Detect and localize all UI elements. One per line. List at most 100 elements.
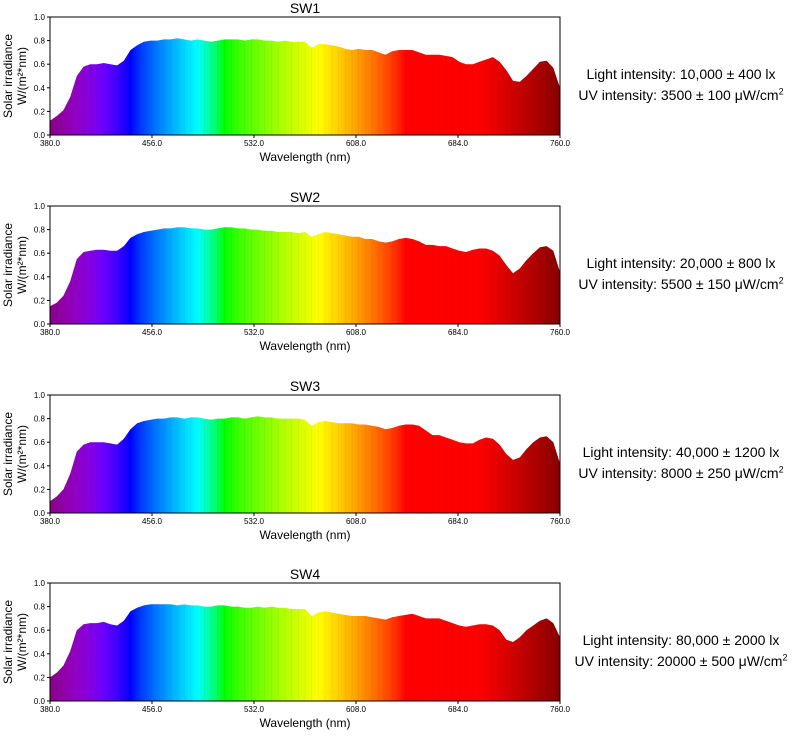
spectrum-area [50, 38, 560, 136]
uv-unit-exponent: 2 [778, 464, 784, 475]
y-tick-label: 0.6 [34, 249, 46, 258]
x-tick-label: 532.0 [244, 328, 265, 337]
y-tick-label: 0.2 [34, 485, 46, 494]
spectrum-area [50, 604, 560, 701]
x-tick-label: 380.0 [40, 517, 61, 526]
y-tick-label: 0.4 [34, 462, 46, 471]
x-tick-label: 684.0 [448, 517, 469, 526]
uv-intensity-text: UV intensity: 5500 ± 150 μW/cm2 [563, 274, 799, 295]
light-intensity-text: Light intensity: 20,000 ± 800 lx [586, 255, 776, 271]
chart-panel-4: SW4 0.0 0.2 0.4 0.6 0.8 1.0 380.0 456.0 532.0 608.… [0, 566, 799, 748]
y-tick-label: 0.0 [34, 697, 46, 706]
x-tick-label: 380.0 [40, 139, 61, 148]
x-tick-label: 532.0 [244, 705, 265, 714]
intensity-annotation: Light intensity: 40,000 ± 1200 lx UV inte… [563, 442, 799, 484]
spectrum-area [50, 416, 560, 513]
x-axis-label: Wavelength (nm) [260, 150, 351, 164]
light-intensity-text: Light intensity: 80,000 ± 2000 lx [582, 632, 780, 648]
y-tick-label: 0.4 [34, 650, 46, 659]
uv-intensity-value: UV intensity: 8000 ± 250 μW/cm [578, 465, 779, 481]
y-tick-label: 0.2 [34, 107, 46, 116]
x-tick-label: 684.0 [448, 705, 469, 714]
spectrum-area [50, 227, 560, 324]
plot-frame [49, 16, 561, 136]
uv-intensity-text: UV intensity: 20000 ± 500 μW/cm2 [563, 651, 799, 672]
x-axis-label: Wavelength (nm) [260, 528, 351, 542]
y-tick-label: 0.4 [34, 84, 46, 93]
y-tick-label: 0.0 [34, 320, 46, 329]
chart-title: SW1 [290, 0, 321, 16]
y-tick-label: 1.0 [34, 13, 46, 22]
intensity-annotation: Light intensity: 80,000 ± 2000 lx UV inte… [563, 630, 799, 672]
y-axis-label: Solar irradiance [1, 34, 15, 118]
x-tick-label: 456.0 [142, 705, 163, 714]
chart-panel-1: SW1 0.0 0.2 0.4 0.6 0.8 1.0 380.0 456.0 532.0 608.… [0, 0, 799, 182]
y-tick-label: 0.8 [34, 37, 46, 46]
chart-title: SW3 [290, 378, 321, 394]
y-tick-label: 1.0 [34, 391, 46, 400]
y-axis-unit: W/(m²*nm) [15, 236, 29, 294]
x-axis-label: Wavelength (nm) [260, 716, 351, 730]
chart-panel-2: SW2 0.0 0.2 0.4 0.6 0.8 1.0 380.0 456.0 532.0 608.… [0, 189, 799, 371]
y-axis-label: Solar irradiance [1, 223, 15, 307]
y-tick-label: 0.8 [34, 603, 46, 612]
x-tick-label: 608.0 [346, 517, 367, 526]
y-axis-label: Solar irradiance [1, 412, 15, 496]
chart-svg: SW4 0.0 0.2 0.4 0.6 0.8 1.0 380.0 456.0 532.0 608.… [1, 566, 571, 730]
y-tick-label: 0.2 [34, 296, 46, 305]
y-tick-label: 0.6 [34, 60, 46, 69]
chart-svg: SW3 0.0 0.2 0.4 0.6 0.8 1.0 380.0 456.0 532.0 608.… [1, 378, 571, 542]
plot-frame [49, 582, 561, 702]
y-axis-unit: W/(m²*nm) [15, 47, 29, 105]
y-tick-label: 1.0 [34, 202, 46, 211]
y-axis-unit: W/(m²*nm) [15, 425, 29, 483]
plot-frame [49, 394, 561, 514]
uv-unit-exponent: 2 [778, 86, 784, 97]
uv-intensity-value: UV intensity: 5500 ± 150 μW/cm [578, 276, 779, 292]
light-intensity-text: Light intensity: 10,000 ± 400 lx [586, 66, 776, 82]
uv-unit-exponent: 2 [778, 275, 784, 286]
y-tick-label: 0.0 [34, 131, 46, 140]
x-tick-label: 608.0 [346, 139, 367, 148]
plot-frame [49, 205, 561, 325]
x-tick-label: 684.0 [448, 328, 469, 337]
uv-intensity-value: UV intensity: 20000 ± 500 μW/cm [574, 653, 783, 669]
x-tick-label: 380.0 [40, 328, 61, 337]
uv-intensity-text: UV intensity: 8000 ± 250 μW/cm2 [563, 463, 799, 484]
chart-title: SW2 [290, 189, 321, 205]
y-axis-unit: W/(m²*nm) [15, 613, 29, 671]
x-tick-label: 760.0 [550, 328, 571, 337]
chart-svg: SW1 0.0 0.2 0.4 0.6 0.8 1.0 380.0 456.0 532.0 608.… [1, 0, 571, 164]
y-tick-label: 0.6 [34, 438, 46, 447]
x-tick-label: 608.0 [346, 705, 367, 714]
x-tick-label: 608.0 [346, 328, 367, 337]
x-tick-label: 532.0 [244, 517, 265, 526]
y-tick-label: 0.0 [34, 509, 46, 518]
y-tick-label: 0.8 [34, 226, 46, 235]
x-tick-label: 760.0 [550, 139, 571, 148]
y-tick-label: 1.0 [34, 579, 46, 588]
x-tick-label: 380.0 [40, 705, 61, 714]
x-tick-label: 684.0 [448, 139, 469, 148]
light-intensity-text: Light intensity: 40,000 ± 1200 lx [582, 444, 780, 460]
x-tick-label: 456.0 [142, 517, 163, 526]
x-tick-label: 760.0 [550, 517, 571, 526]
chart-svg: SW2 0.0 0.2 0.4 0.6 0.8 1.0 380.0 456.0 532.0 608.… [1, 189, 571, 353]
chart-title: SW4 [290, 566, 321, 582]
y-axis-label: Solar irradiance [1, 600, 15, 684]
y-tick-label: 0.8 [34, 415, 46, 424]
x-axis-label: Wavelength (nm) [260, 339, 351, 353]
intensity-annotation: Light intensity: 10,000 ± 400 lx UV inten… [563, 64, 799, 106]
y-tick-label: 0.4 [34, 273, 46, 282]
uv-intensity-text: UV intensity: 3500 ± 100 μW/cm2 [563, 85, 799, 106]
chart-panel-3: SW3 0.0 0.2 0.4 0.6 0.8 1.0 380.0 456.0 532.0 608.… [0, 378, 799, 560]
x-tick-label: 456.0 [142, 139, 163, 148]
uv-unit-exponent: 2 [782, 652, 788, 663]
uv-intensity-value: UV intensity: 3500 ± 100 μW/cm [578, 87, 779, 103]
y-tick-label: 0.2 [34, 673, 46, 682]
y-tick-label: 0.6 [34, 626, 46, 635]
x-tick-label: 532.0 [244, 139, 265, 148]
x-tick-label: 760.0 [550, 705, 571, 714]
intensity-annotation: Light intensity: 20,000 ± 800 lx UV inten… [563, 253, 799, 295]
x-tick-label: 456.0 [142, 328, 163, 337]
